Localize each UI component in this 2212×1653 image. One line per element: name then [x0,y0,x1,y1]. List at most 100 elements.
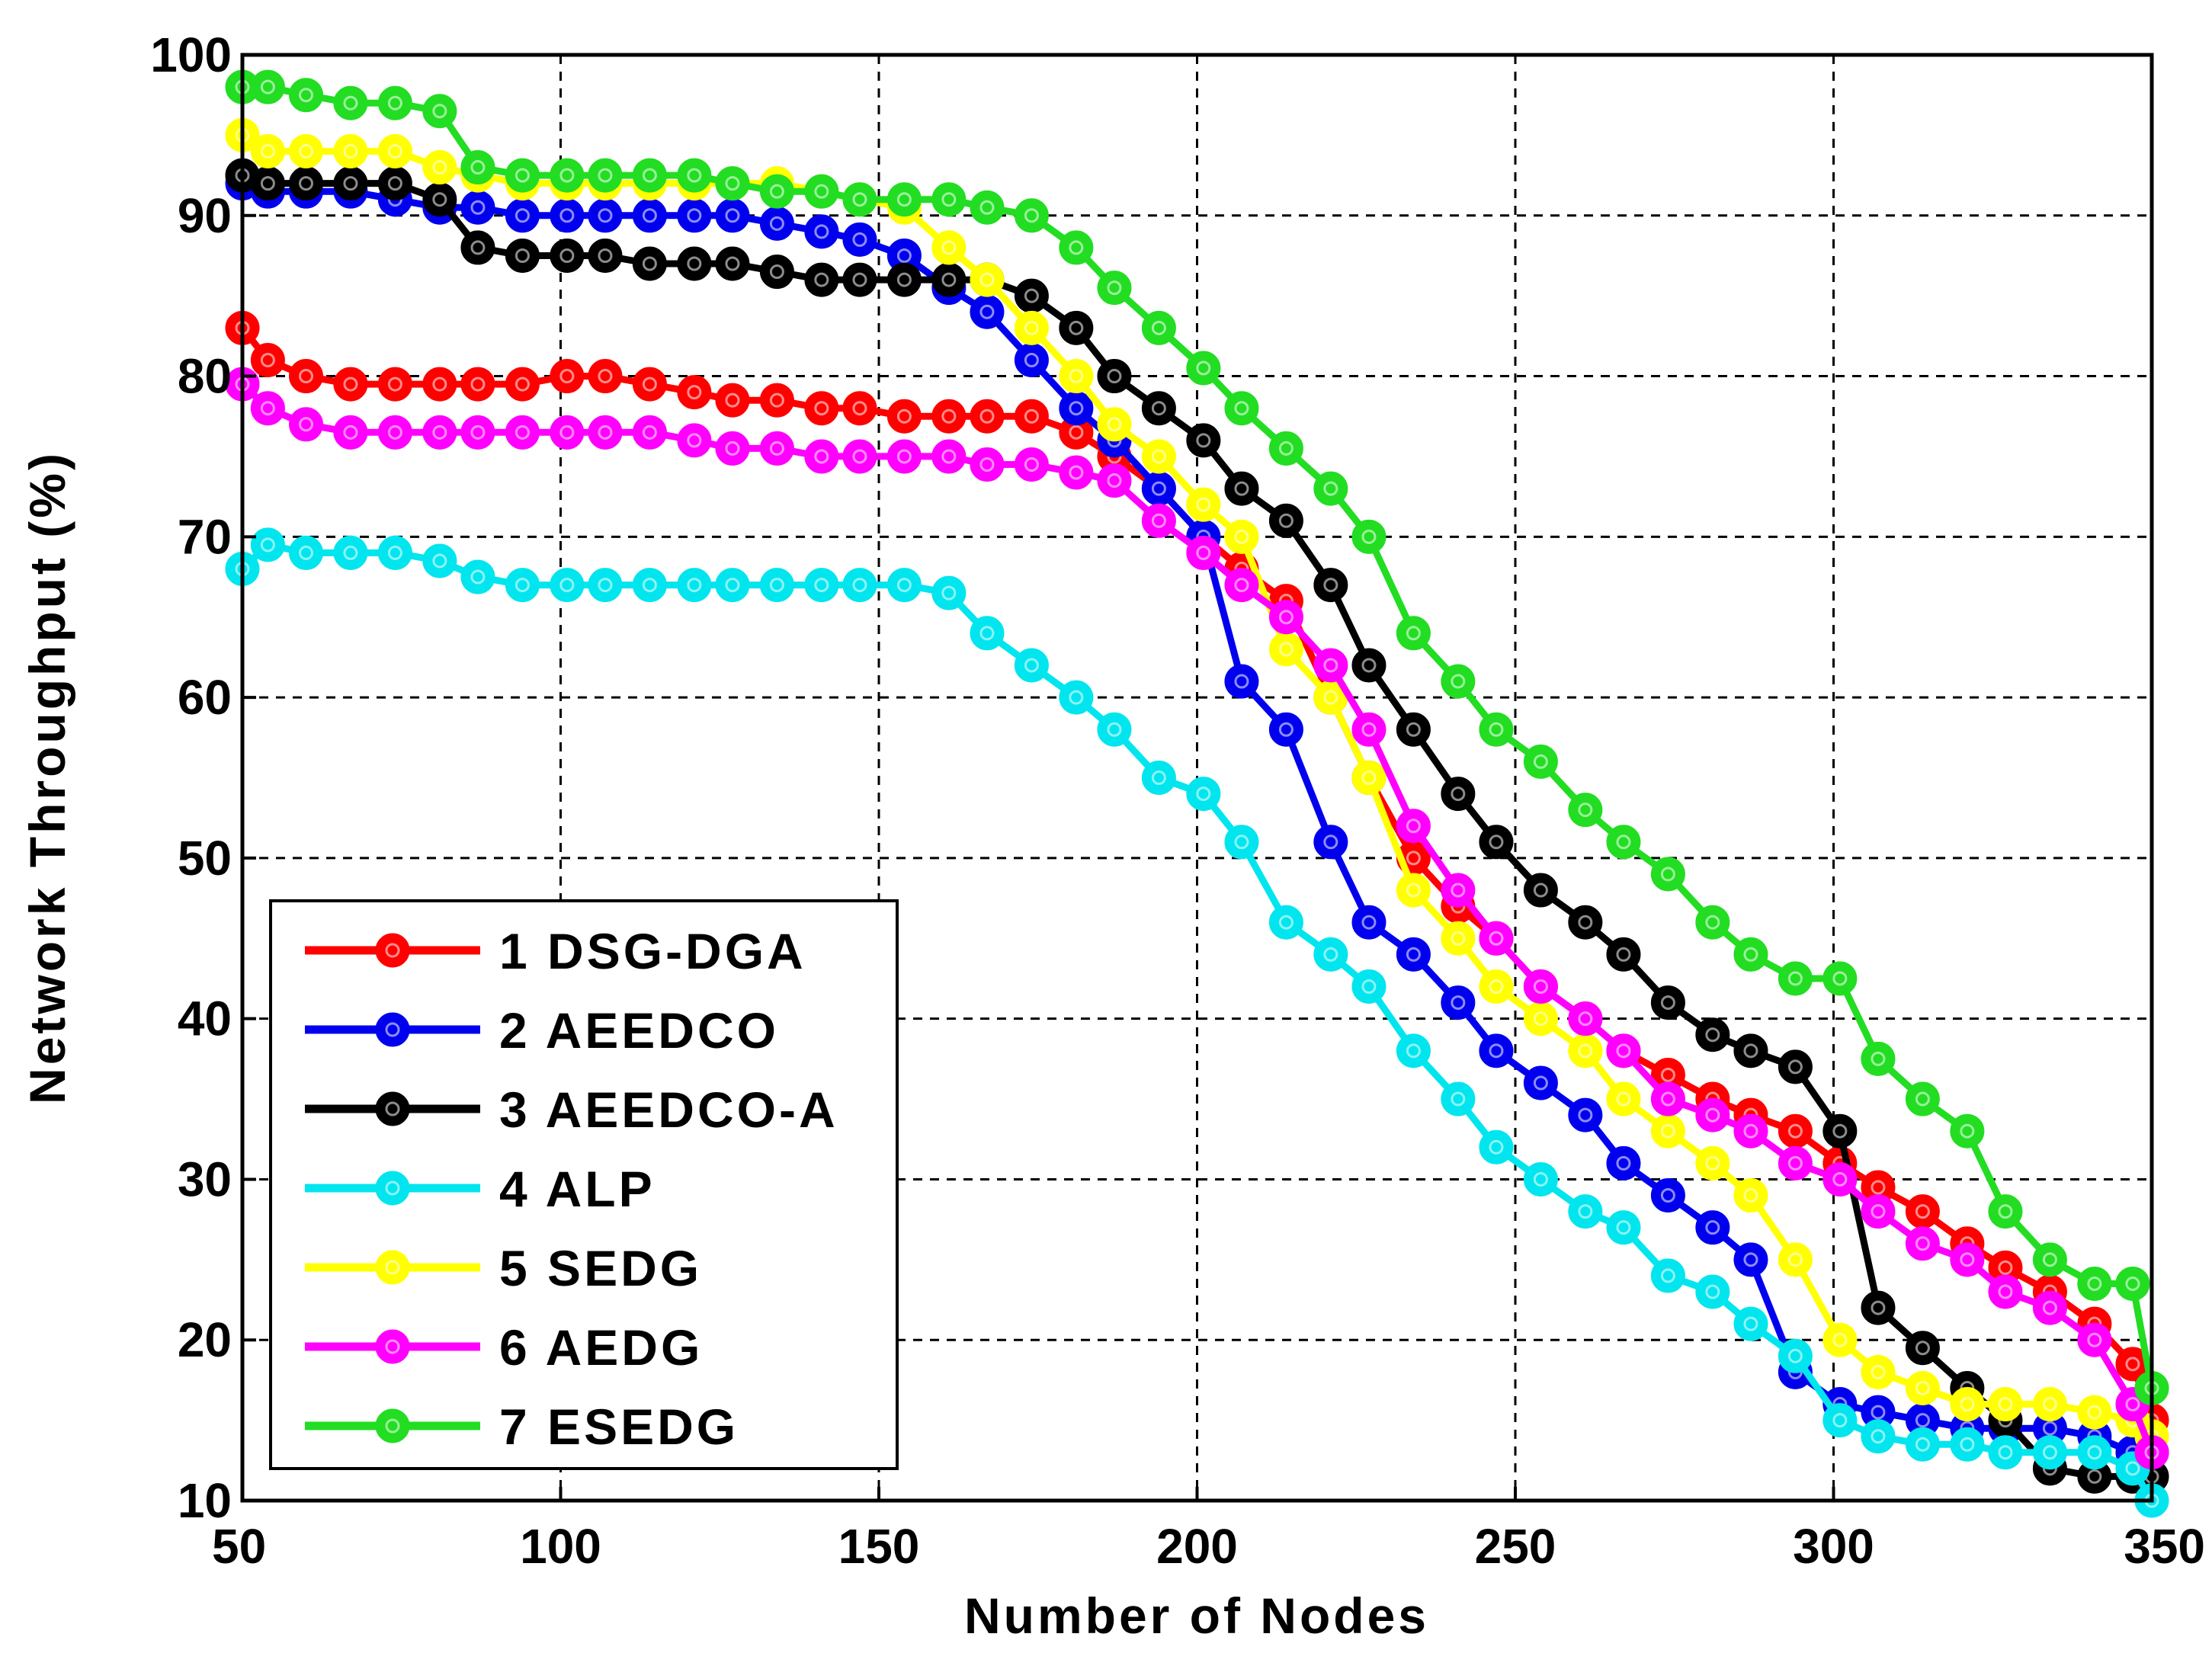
data-point-highlight [1107,369,1122,384]
data-point [1695,1017,1730,1052]
data-point [842,439,877,474]
data-point [931,182,967,217]
data-point-highlight [343,176,358,191]
data-point [1351,905,1387,940]
data-point [588,415,623,450]
data-point [1733,937,1768,972]
data-point [1186,423,1221,458]
data-point-highlight [1998,1204,2013,1219]
data-point [1014,198,1049,233]
data-point [377,133,412,168]
data-point-highlight [1489,1043,1504,1059]
data-point-highlight [852,192,867,207]
data-point [1778,1049,1813,1084]
data-point-highlight [1406,818,1421,834]
data-point-highlight [1406,722,1421,737]
data-point [1097,271,1132,306]
series-4 [225,527,2169,1518]
data-point [1141,471,1176,506]
data-point-highlight [2042,1252,2057,1267]
data-point-highlight [1323,835,1338,850]
data-point-highlight [1323,658,1338,673]
data-point-highlight [559,578,575,593]
data-point-highlight [1998,1445,2013,1460]
data-point-highlight [725,440,740,456]
x-tick-label: 300 [1793,1519,1874,1574]
data-point [1778,1145,1813,1180]
data-point [715,246,750,281]
y-tick-label: 60 [178,670,232,725]
data-point [1568,1033,1603,1068]
data-point [1606,937,1641,972]
axis-ticks: 50 100 150 200 250 300 350 10 20 30 40 50 60 70 80 90 10… [150,27,2205,1574]
data-point-highlight [1787,1155,1803,1171]
gridlines [242,55,2152,1501]
data-point-highlight [2125,1357,2140,1372]
data-point [1523,1065,1558,1100]
data-point [377,85,412,120]
data-point-highlight [1196,433,1211,448]
data-point-highlight [642,256,657,271]
data-point-highlight [1361,915,1377,930]
data-point-highlight [1871,1051,1886,1066]
data-point [632,568,667,603]
data-point-highlight [1743,947,1758,962]
data-point-highlight [1024,320,1039,335]
data-point-highlight [559,369,575,384]
data-point-highlight [1578,1043,1593,1059]
data-point [931,399,967,434]
data-point-highlight [387,545,402,560]
legend-entry: 6 AEDG [305,1319,700,1376]
data-point-highlight [769,440,784,456]
data-point [1141,761,1176,795]
data-point [1861,1194,1896,1229]
data-point-highlight [515,578,530,593]
data-point [1822,1113,1858,1148]
data-point-highlight [1151,770,1166,785]
data-point-highlight [299,417,313,432]
data-point [1479,825,1514,860]
data-point [759,206,794,241]
data-point [1224,471,1259,506]
data-point [1351,761,1387,795]
data-point [1905,1427,1940,1462]
data-point-highlight [1787,1059,1803,1075]
data-point-highlight [1278,642,1294,657]
data-point-highlight [687,168,702,183]
data-point-highlight [1660,1067,1675,1082]
data-point [1988,1387,2023,1422]
data-point-highlight [1024,658,1039,673]
y-axis-title: Network Throughput (%) [19,450,75,1104]
data-point-highlight [1832,971,1848,986]
data-point [715,383,750,418]
legend-label: 4 ALP [499,1161,656,1217]
data-point-highlight [385,1180,400,1196]
data-point [1606,825,1641,860]
data-point [1396,712,1431,747]
data-point [460,190,495,225]
data-point-highlight [1616,1155,1631,1171]
data-point [1861,1419,1896,1454]
data-point [250,391,285,426]
data-point [505,238,540,273]
data-point [588,568,623,603]
data-point [2115,1266,2150,1301]
data-point [588,238,623,273]
data-point [1733,1178,1768,1213]
data-point-highlight [814,449,829,464]
data-point [1523,969,1558,1004]
data-point-highlight [852,401,867,416]
data-point-highlight [1871,1180,1886,1195]
data-point-highlight [2042,1421,2057,1436]
data-point-highlight [2087,1405,2102,1420]
data-point-highlight [343,545,358,560]
data-point-highlight [1871,1364,1886,1379]
legend-entry: 3 AEEDCO-A [305,1081,835,1138]
legend-label: 2 AEEDCO [499,1002,779,1059]
data-point-highlight [979,456,995,472]
x-tick-label: 350 [2124,1519,2205,1574]
data-point-highlight [387,376,402,392]
data-point-highlight [1871,1204,1886,1219]
legend-entry: 5 SEDG [305,1240,699,1296]
data-point-highlight [1069,465,1084,480]
